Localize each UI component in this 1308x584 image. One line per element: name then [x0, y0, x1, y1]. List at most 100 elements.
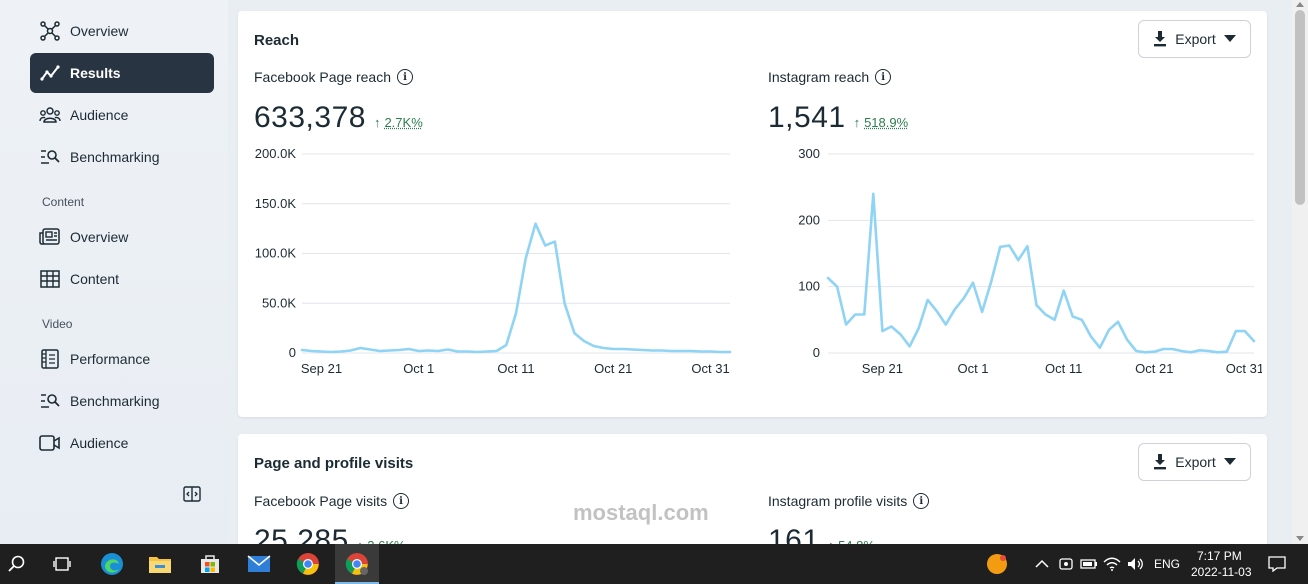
vertical-scrollbar[interactable] [1292, 0, 1308, 544]
export-button[interactable]: Export [1138, 443, 1251, 481]
arrow-up-icon: ↑ [373, 115, 381, 130]
export-button[interactable]: Export [1138, 20, 1251, 58]
clock-time[interactable]: 7:17 PM [1197, 549, 1242, 563]
x-tick-label: Oct 21 [594, 361, 632, 376]
sidebar-item-label: Benchmarking [70, 149, 160, 165]
caret-down-icon [1223, 458, 1236, 465]
sidebar-item-label: Performance [70, 351, 151, 367]
series-line[interactable] [300, 222, 732, 354]
edge-browser-icon[interactable] [100, 552, 124, 576]
chrome-profile-icon[interactable] [345, 552, 369, 576]
sidebar-item-video-benchmarking[interactable]: Benchmarking [30, 381, 214, 421]
instagram-reach-chart: 300 200 100 0 Sep 21 Oct 1 Oct 11 Oct 21 Oct 31 [798, 146, 1262, 376]
chrome-icon[interactable] [296, 552, 320, 576]
metric-label-text: Facebook Page reach [254, 69, 391, 85]
action-center-icon[interactable] [1265, 552, 1289, 576]
download-icon [1154, 31, 1167, 47]
sidebar-item-content-overview[interactable]: Overview [30, 217, 214, 257]
y-tick-label: 200 [798, 212, 820, 227]
mail-icon[interactable] [247, 552, 271, 576]
sidebar-item-label: Audience [70, 107, 129, 123]
sidebar-item-audience[interactable]: Audience [30, 95, 214, 135]
clock-date[interactable]: 2022-11-03 [1191, 565, 1252, 579]
facebook-reach-label: Facebook Page reach i [254, 69, 413, 85]
wifi-icon[interactable] [1100, 552, 1124, 576]
instagram-visits-label: Instagram profile visits i [768, 493, 930, 509]
volume-icon[interactable] [1124, 552, 1148, 576]
info-icon[interactable]: i [396, 69, 413, 85]
x-tick-label: Oct 21 [1135, 361, 1173, 376]
microsoft-store-icon[interactable] [198, 552, 222, 576]
benchmark-icon [39, 146, 61, 168]
change-percent[interactable]: 518.9% [864, 115, 909, 130]
card-title: Reach [254, 32, 300, 49]
sidebar-item-label: Benchmarking [70, 393, 160, 409]
language-indicator[interactable]: ENG [1154, 557, 1181, 571]
y-tick-label: 0 [813, 345, 820, 360]
export-label: Export [1175, 454, 1216, 470]
card-title: Page and profile visits [254, 455, 414, 472]
facebook-reach-value: 633,378 ↑ 2.7K% [254, 101, 423, 135]
search-icon[interactable] [5, 552, 29, 576]
sidebar-item-results[interactable]: Results [30, 53, 214, 93]
table-icon [39, 268, 61, 290]
change-percent[interactable]: 2.7K% [384, 115, 423, 130]
trend-line-icon [39, 62, 61, 84]
x-tick-label: Sep 21 [862, 361, 903, 376]
collapse-sidebar-icon[interactable] [183, 485, 201, 503]
arrow-up-icon: ↑ [853, 115, 861, 130]
instagram-reach-label: Instagram reach i [768, 69, 892, 85]
sidebar: Overview Results Audience Benchmarking C… [0, 0, 228, 544]
x-tick-label: Sep 21 [301, 361, 342, 376]
info-icon[interactable]: i [875, 69, 892, 85]
sidebar-item-label: Content [70, 271, 120, 287]
main-content: Reach Export Facebook Page reach i 633,3… [228, 0, 1292, 557]
metric-label-text: Instagram reach [768, 69, 870, 85]
newspaper-icon [39, 226, 61, 248]
export-label: Export [1175, 31, 1216, 47]
x-tick-label: Oct 11 [1045, 361, 1082, 376]
x-tick-label: Oct 1 [957, 361, 988, 376]
x-tick-label: Oct 11 [497, 361, 534, 376]
metric-value-text: 633,378 [254, 101, 366, 134]
y-tick-label: 150.0K [255, 196, 297, 211]
chevron-up-icon[interactable] [1030, 552, 1054, 576]
series-line[interactable] [826, 192, 1256, 354]
instagram-reach-value: 1,541 ↑ 518.9% [768, 101, 908, 135]
benchmark-icon [39, 390, 61, 412]
sidebar-item-video-audience[interactable]: Audience [30, 423, 214, 463]
sidebar-item-label: Overview [70, 23, 129, 39]
info-icon[interactable]: i [913, 493, 930, 509]
film-list-icon [39, 348, 61, 370]
scrollbar-thumb[interactable] [1295, 10, 1305, 205]
section-label-content: Content [42, 195, 85, 209]
sidebar-item-overview[interactable]: Overview [30, 11, 214, 51]
scroll-up-icon[interactable] [1296, 2, 1304, 7]
network-icon [39, 20, 61, 42]
video-camera-icon [39, 432, 61, 454]
meet-now-icon[interactable] [1054, 552, 1078, 576]
visits-card: Page and profile visits Export Facebook … [238, 434, 1267, 557]
file-explorer-icon[interactable] [148, 552, 172, 576]
y-tick-label: 100.0K [255, 246, 297, 261]
sidebar-item-performance[interactable]: Performance [30, 339, 214, 379]
notification-app-icon[interactable] [985, 552, 1009, 576]
y-tick-label: 0 [289, 345, 296, 360]
metric-label-text: Facebook Page visits [254, 493, 388, 509]
y-tick-label: 300 [798, 146, 820, 161]
battery-icon[interactable] [1077, 552, 1101, 576]
info-icon[interactable]: i [393, 493, 410, 509]
sidebar-item-label: Overview [70, 229, 129, 245]
task-view-icon[interactable] [50, 552, 74, 576]
y-tick-label: 100 [798, 279, 820, 294]
change-indicator: ↑ 518.9% [854, 115, 909, 130]
sidebar-item-content[interactable]: Content [30, 259, 214, 299]
reach-card: Reach Export Facebook Page reach i 633,3… [238, 11, 1267, 417]
y-tick-label: 200.0K [255, 146, 297, 161]
watermark: mostaql.com [573, 500, 709, 525]
metric-value-text: 1,541 [768, 101, 846, 134]
scroll-down-icon[interactable] [1296, 536, 1304, 541]
caret-down-icon [1223, 35, 1236, 42]
x-tick-label: Oct 1 [403, 361, 434, 376]
sidebar-item-benchmarking[interactable]: Benchmarking [30, 137, 214, 177]
